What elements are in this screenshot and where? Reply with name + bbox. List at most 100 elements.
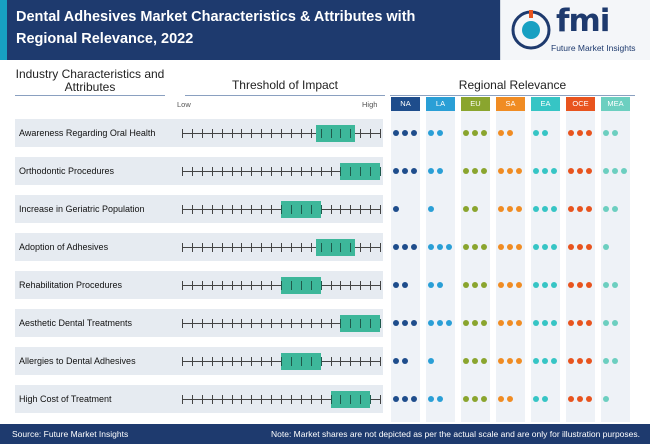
impact-tick (360, 319, 362, 328)
relevance-dot-na (393, 244, 399, 250)
relevance-dot-la (437, 168, 443, 174)
header-banner: Dental Adhesives Market Characteristics … (0, 0, 650, 60)
relevance-dot-ea (551, 320, 557, 326)
threshold-tick (182, 281, 183, 290)
relevance-dot-sa (516, 168, 522, 174)
region-column-mea (601, 111, 630, 422)
threshold-tick (211, 205, 213, 214)
threshold-tick (380, 395, 381, 404)
relevance-dot-sa (498, 358, 504, 364)
relevance-dot-ea (542, 282, 548, 288)
impact-tick (281, 357, 282, 366)
threshold-tick (231, 205, 233, 214)
relevance-dot-eu (481, 358, 487, 364)
threshold-tick (221, 243, 223, 252)
relevance-dot-oce (586, 244, 592, 250)
row-label: Adoption of Adhesives (19, 242, 109, 252)
impact-tick (350, 129, 352, 138)
relevance-dot-na (393, 320, 399, 326)
threshold-tick (182, 243, 183, 252)
relevance-dot-sa (516, 320, 522, 326)
impact-tick (340, 319, 342, 328)
relevance-dot-mea (612, 320, 618, 326)
relevance-dot-eu (472, 396, 478, 402)
relevance-dot-sa (507, 206, 513, 212)
threshold-tick (320, 319, 322, 328)
relevance-dot-sa (507, 358, 513, 364)
threshold-tick (310, 319, 312, 328)
threshold-tick (241, 395, 243, 404)
logo-subtitle: Future Market Insights (551, 43, 636, 53)
relevance-dot-mea (612, 168, 618, 174)
threshold-tick (221, 319, 223, 328)
relevance-dot-ea (551, 282, 557, 288)
impact-tick (320, 281, 322, 290)
threshold-tick (340, 357, 342, 366)
relevance-dot-eu (481, 168, 487, 174)
relevance-dot-na (393, 168, 399, 174)
threshold-tick (221, 129, 223, 138)
relevance-dot-mea (603, 130, 609, 136)
threshold-tick (330, 319, 332, 328)
threshold-tick (350, 205, 352, 214)
relevance-dot-la (428, 168, 434, 174)
relevance-dot-ea (533, 206, 539, 212)
threshold-tick (211, 357, 213, 366)
relevance-dot-la (446, 244, 452, 250)
threshold-tick (310, 167, 312, 176)
relevance-dot-sa (498, 320, 504, 326)
impact-tick (350, 243, 352, 252)
relevance-dot-ea (542, 130, 548, 136)
relevance-dot-oce (577, 244, 583, 250)
relevance-dot-la (437, 130, 443, 136)
threshold-tick (320, 395, 322, 404)
impact-tick (320, 357, 322, 366)
relevance-dot-na (411, 244, 417, 250)
threshold-tick (271, 129, 273, 138)
impact-tick (281, 281, 282, 290)
threshold-tick (370, 243, 372, 252)
threshold-tick (182, 319, 183, 328)
impact-tick (370, 319, 372, 328)
relevance-dot-na (393, 130, 399, 136)
relevance-dot-la (428, 130, 434, 136)
threshold-column-header: Threshold of Impact (231, 78, 339, 92)
threshold-tick (251, 167, 253, 176)
relevance-dot-ea (551, 358, 557, 364)
threshold-tick (380, 357, 381, 366)
threshold-tick (340, 281, 342, 290)
threshold-tick (271, 395, 273, 404)
page-title: Dental Adhesives Market Characteristics … (16, 9, 416, 47)
threshold-tick (290, 129, 292, 138)
relevance-dot-sa (507, 244, 513, 250)
threshold-tick (191, 319, 193, 328)
relevance-dot-ea (551, 244, 557, 250)
threshold-tick (182, 129, 183, 138)
threshold-tick (330, 357, 332, 366)
threshold-tick (300, 129, 302, 138)
characteristics-header-underline (15, 95, 165, 96)
relevance-dot-ea (551, 206, 557, 212)
regional-column-header: Regional Relevance (458, 78, 567, 92)
relevance-dot-mea (603, 320, 609, 326)
threshold-tick (221, 357, 223, 366)
threshold-tick (221, 205, 223, 214)
relevance-dot-oce (568, 320, 574, 326)
relevance-dot-oce (577, 206, 583, 212)
region-column-ea (531, 111, 560, 422)
threshold-tick (300, 243, 302, 252)
threshold-tick (191, 395, 193, 404)
threshold-tick (360, 205, 362, 214)
threshold-tick (271, 167, 273, 176)
impact-tick (310, 205, 312, 214)
threshold-tick (231, 319, 233, 328)
relevance-dot-oce (568, 358, 574, 364)
relevance-dot-ea (533, 396, 539, 402)
threshold-tick (201, 395, 203, 404)
threshold-tick (350, 281, 352, 290)
threshold-tick (350, 357, 352, 366)
threshold-tick (251, 281, 253, 290)
region-header-mea: MEA (601, 97, 630, 111)
region-column-sa (496, 111, 525, 422)
relevance-dot-mea (603, 396, 609, 402)
